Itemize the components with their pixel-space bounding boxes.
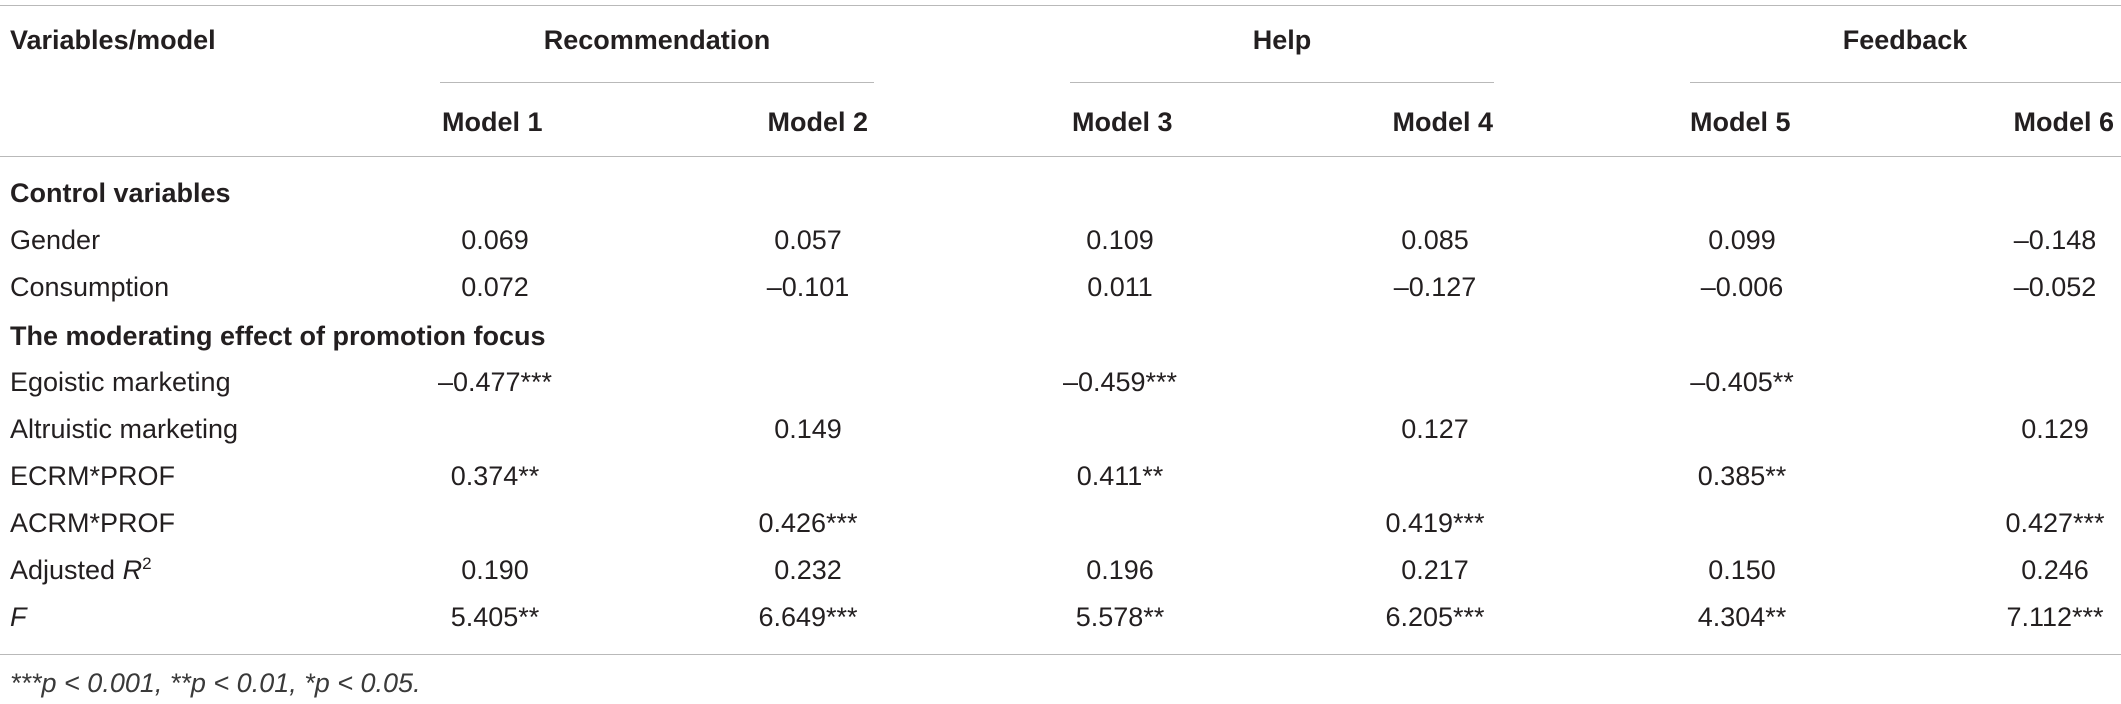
- table-cell: 0.057: [774, 225, 842, 255]
- model-header-5: Model 5: [1690, 107, 1791, 137]
- table-cell: 0.150: [1708, 555, 1776, 585]
- table-cell: 0.217: [1401, 555, 1469, 585]
- section-moderating-effect: The moderating effect of promotion focus: [10, 321, 546, 351]
- recommendation-group-rule: [440, 82, 874, 83]
- table-cell: 0.129: [2021, 414, 2089, 444]
- table-cell: 6.649***: [758, 602, 858, 632]
- table-bottom-rule: [0, 654, 2121, 655]
- table-cell: –0.052: [2013, 272, 2097, 302]
- row-label: Altruistic marketing: [10, 414, 239, 444]
- table-cell: –0.148: [2013, 225, 2097, 255]
- table-cell: 0.246: [2021, 555, 2089, 585]
- group-header-feedback: Feedback: [1842, 25, 1968, 55]
- table-cell: 0.069: [461, 225, 529, 255]
- table-cell: 0.232: [774, 555, 842, 585]
- row-label: Egoistic marketing: [10, 367, 231, 397]
- model-header-6: Model 6: [2013, 107, 2114, 137]
- row-label: Adjusted R2: [10, 554, 152, 585]
- table-cell: 5.578**: [1075, 602, 1165, 632]
- section-control-variables: Control variables: [10, 178, 231, 208]
- row-label: F: [10, 602, 27, 632]
- table-cell: –0.101: [766, 272, 850, 302]
- table-cell: –0.127: [1393, 272, 1477, 302]
- table-cell: 0.072: [461, 272, 529, 302]
- feedback-group-rule: [1690, 82, 2121, 83]
- row-label: Gender: [10, 225, 101, 255]
- table-cell: 0.011: [1087, 272, 1153, 302]
- table-cell: 0.411**: [1076, 461, 1164, 491]
- model-header-1: Model 1: [442, 107, 543, 137]
- table-cell: –0.405**: [1690, 367, 1794, 397]
- table-cell: 0.385**: [1697, 461, 1787, 491]
- group-header-help: Help: [1252, 25, 1312, 55]
- table-cell: 0.419***: [1385, 508, 1485, 538]
- table-cell: 4.304**: [1697, 602, 1787, 632]
- row-label: Consumption: [10, 272, 170, 302]
- help-group-rule: [1070, 82, 1494, 83]
- table-cell: 0.374**: [450, 461, 540, 491]
- table-cell: 0.127: [1401, 414, 1469, 444]
- model-header-4: Model 4: [1392, 107, 1493, 137]
- row-label: ECRM*PROF: [10, 461, 176, 491]
- table-cell: 0.426***: [758, 508, 858, 538]
- table-top-rule: [0, 5, 2121, 6]
- model-header-3: Model 3: [1072, 107, 1173, 137]
- table-cell: 0.099: [1708, 225, 1776, 255]
- model-header-2: Model 2: [767, 107, 868, 137]
- table-cell: 6.205***: [1385, 602, 1485, 632]
- table-cell: 5.405**: [450, 602, 540, 632]
- group-header-recommendation: Recommendation: [543, 25, 771, 55]
- table-cell: 0.149: [774, 414, 842, 444]
- table-cell: 0.085: [1401, 225, 1469, 255]
- table-cell: 0.196: [1086, 555, 1154, 585]
- table-cell: –0.459***: [1062, 367, 1178, 397]
- table-cell: 0.427***: [2005, 508, 2105, 538]
- stub-header: Variables/model: [10, 25, 216, 55]
- row-label: ACRM*PROF: [10, 508, 176, 538]
- footnote: ***p < 0.001, **p < 0.01, *p < 0.05.: [10, 668, 421, 698]
- table-cell: 7.112***: [2006, 602, 2104, 632]
- table-cell: –0.477***: [437, 367, 553, 397]
- table-cell: 0.109: [1086, 225, 1154, 255]
- table-cell: 0.190: [461, 555, 529, 585]
- table-cell: –0.006: [1700, 272, 1784, 302]
- header-bottom-rule: [0, 156, 2121, 157]
